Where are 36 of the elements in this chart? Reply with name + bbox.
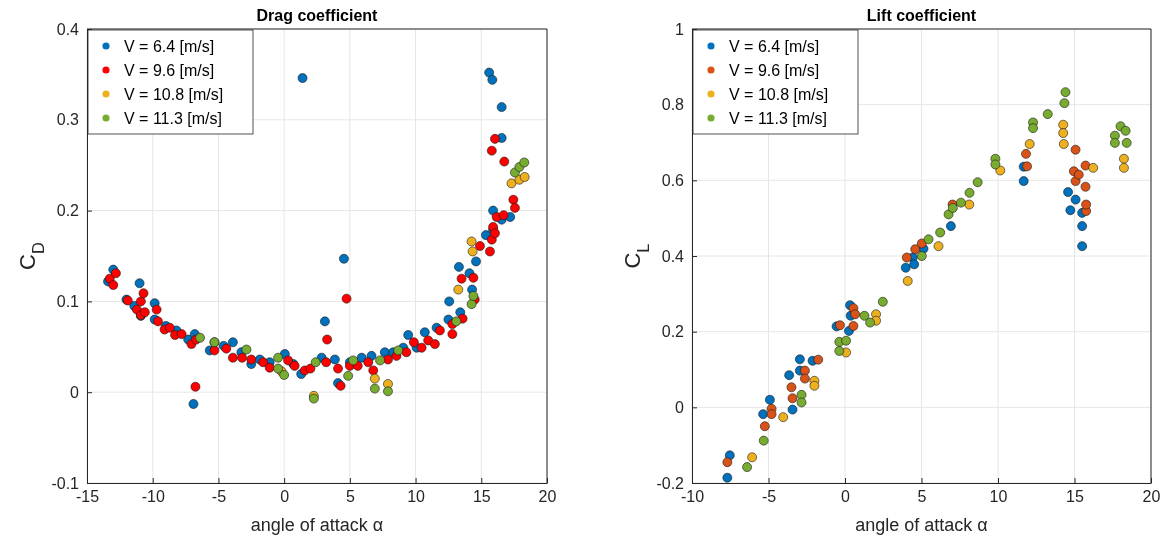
- y-tick-label: 0.2: [661, 323, 685, 341]
- legend-label: V = 6.4 [m/s]: [124, 38, 215, 55]
- legend-label: V = 11.3 [m/s]: [124, 110, 222, 127]
- legend-label: V = 6.4 [m/s]: [729, 38, 820, 55]
- y-tick-label: 0: [70, 383, 80, 401]
- chart-title: Drag coefficient: [256, 7, 379, 24]
- x-tick-label: 0: [280, 488, 290, 506]
- legend-label: V = 9.6 [m/s]: [729, 62, 820, 79]
- y-tick-label: 1: [675, 20, 685, 38]
- x-tick-label: 10: [407, 488, 426, 506]
- y-tick-label: 0.4: [661, 247, 685, 265]
- x-tick-label: 20: [538, 488, 557, 506]
- y-tick-label: 0.3: [56, 111, 80, 129]
- y-tick-label: 0.8: [661, 96, 685, 114]
- y-tick-label: 0.6: [661, 171, 685, 189]
- x-axis-title: angle of attack α: [250, 515, 384, 535]
- y-tick-label: 0.1: [56, 293, 80, 311]
- y-tick-label: 0.4: [56, 20, 80, 38]
- y-tick-label: 0.2: [56, 202, 80, 220]
- legend-label: V = 10.8 [m/s]: [729, 86, 829, 103]
- x-tick-label: 0: [841, 488, 851, 506]
- x-tick-label: -10: [141, 488, 165, 506]
- x-tick-label: 20: [1142, 488, 1161, 506]
- x-tick-label: 5: [345, 488, 355, 506]
- legend-label: V = 9.6 [m/s]: [124, 62, 215, 79]
- x-tick-label: 15: [472, 488, 491, 506]
- y-tick-label: 0: [675, 398, 685, 416]
- x-tick-label: 5: [917, 488, 927, 506]
- chart-title: Lift coefficient: [866, 7, 977, 24]
- legend-label: V = 11.3 [m/s]: [729, 110, 827, 127]
- x-axis-title: angle of attack α: [855, 515, 988, 535]
- x-tick-label: -5: [211, 488, 227, 506]
- legend-label: V = 10.8 [m/s]: [124, 86, 224, 103]
- x-tick-label: 15: [1066, 488, 1084, 506]
- x-tick-label: -5: [761, 488, 777, 506]
- x-tick-label: 10: [989, 488, 1008, 506]
